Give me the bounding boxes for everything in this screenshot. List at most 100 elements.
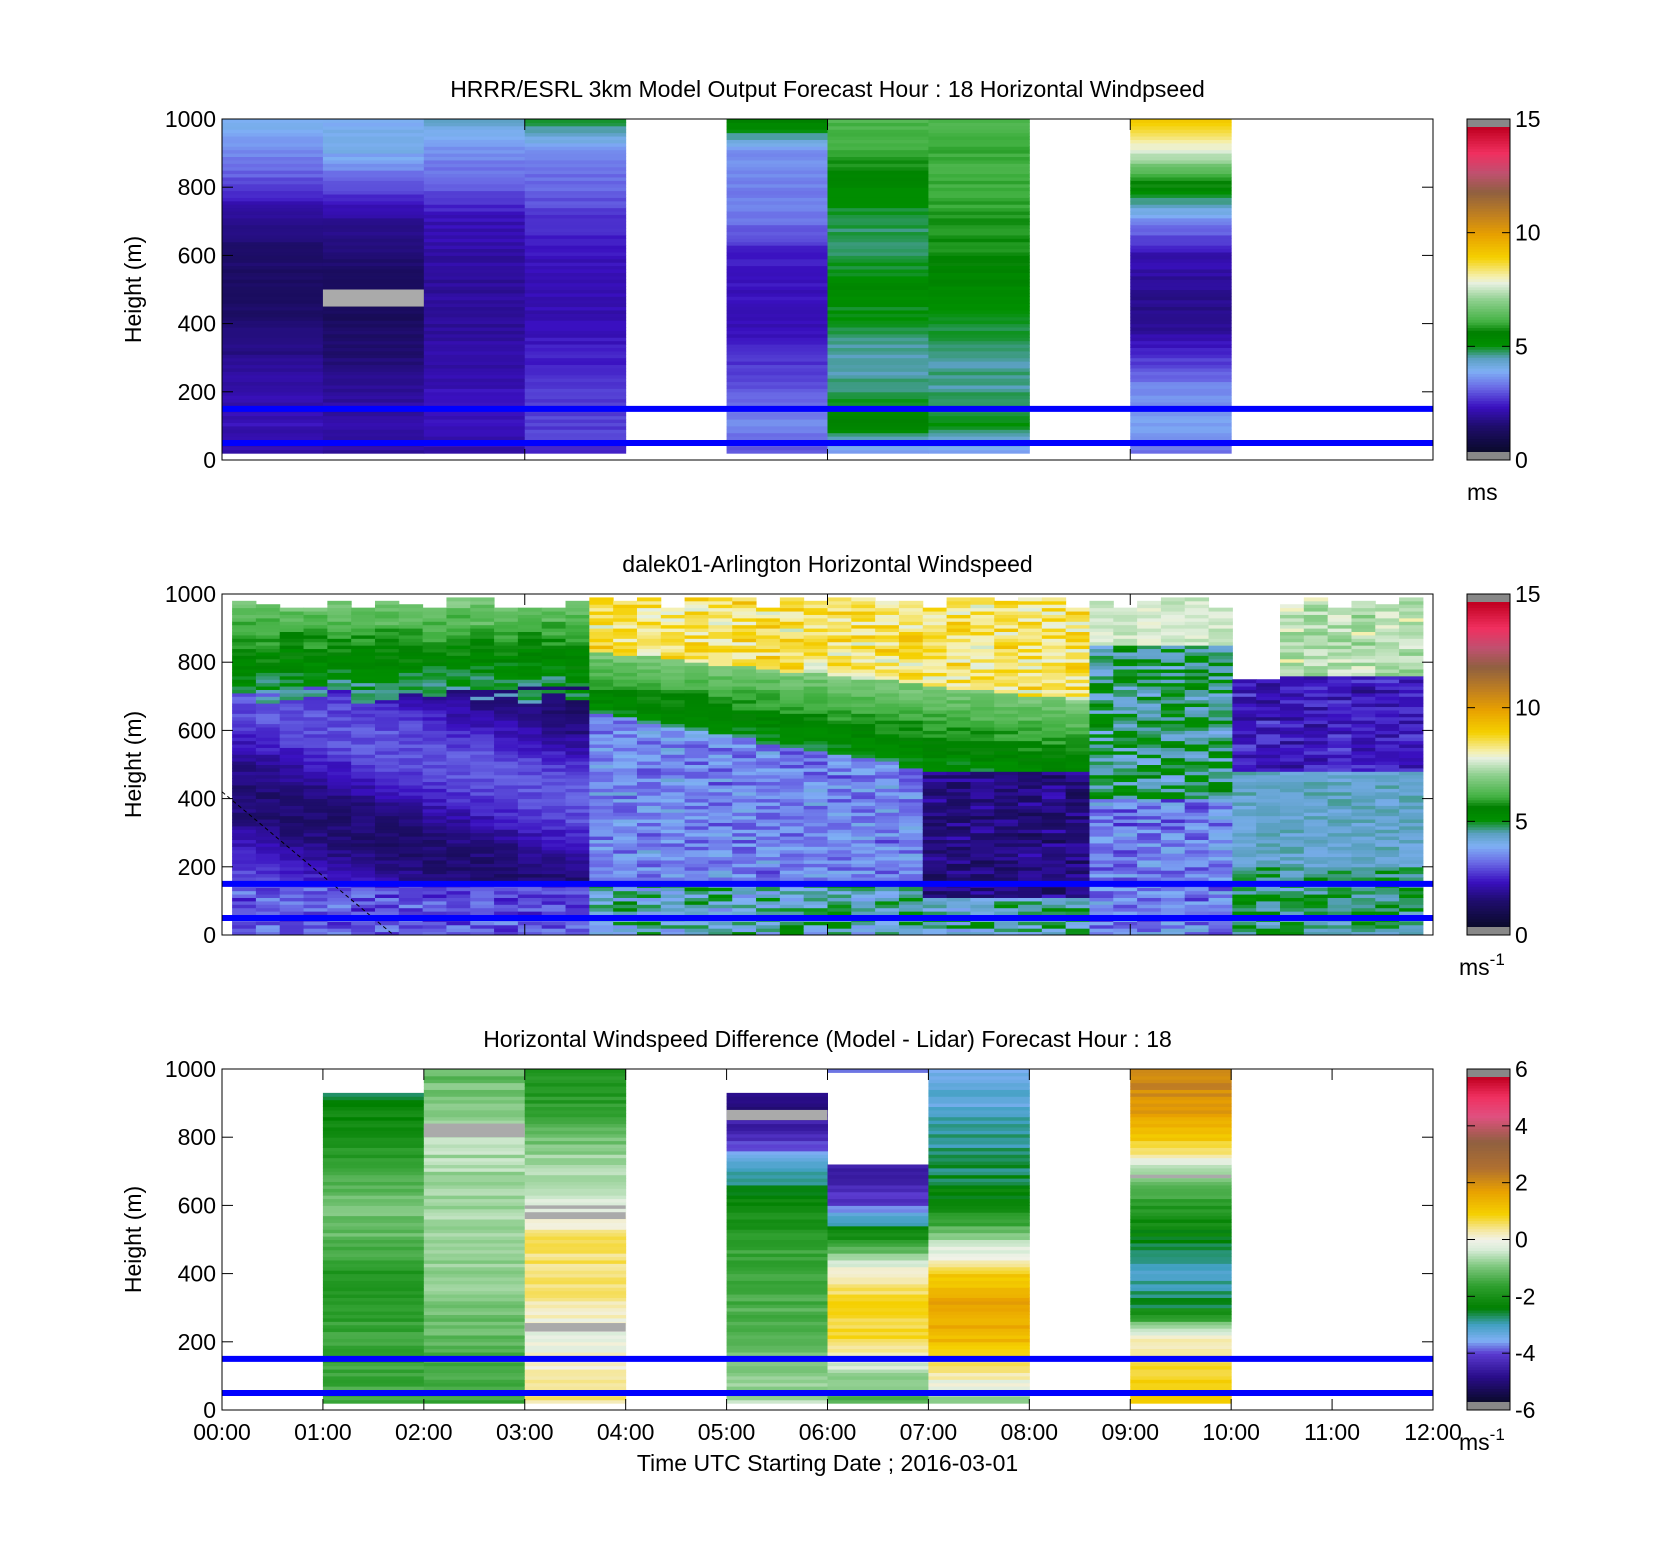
cell <box>994 740 1019 745</box>
cell <box>827 395 929 400</box>
cell <box>423 282 526 287</box>
cell <box>851 890 876 895</box>
cell <box>1137 631 1162 636</box>
cell <box>374 849 400 854</box>
cell <box>1018 802 1043 806</box>
colorbar-swatch <box>1467 424 1510 429</box>
cell <box>279 829 305 834</box>
cell <box>732 740 757 745</box>
colorbar-tick-label: 0 <box>1515 447 1528 473</box>
cell <box>1065 846 1090 851</box>
cell <box>541 795 567 800</box>
cell <box>1113 832 1138 837</box>
cell <box>660 849 686 854</box>
cell <box>322 197 425 202</box>
cell <box>255 692 281 697</box>
cell <box>541 784 567 789</box>
cell <box>374 900 400 905</box>
cell <box>1065 703 1090 708</box>
cell <box>684 836 709 841</box>
cell <box>922 805 948 810</box>
cell <box>398 805 424 810</box>
cell <box>565 771 590 776</box>
cell <box>422 651 447 656</box>
cell <box>827 354 929 359</box>
cell <box>827 361 929 366</box>
cell <box>1089 611 1114 615</box>
cell <box>322 183 425 188</box>
cell <box>494 651 519 656</box>
colorbar-swatch <box>1467 330 1510 334</box>
cell <box>1160 853 1186 858</box>
cell <box>970 798 995 803</box>
cell <box>779 675 805 680</box>
cell <box>279 859 305 864</box>
cell <box>875 747 900 752</box>
cell <box>779 771 805 776</box>
cell <box>222 350 324 355</box>
colorbar-swatch <box>1467 135 1510 139</box>
cell <box>422 662 447 667</box>
cell <box>994 771 1019 776</box>
cell <box>327 921 352 926</box>
cell <box>827 129 929 134</box>
cell <box>970 617 995 622</box>
colorbar-swatch <box>1467 338 1510 342</box>
cell <box>351 747 376 752</box>
cell <box>1041 621 1067 626</box>
cell <box>398 686 424 690</box>
cell <box>524 142 627 147</box>
colorbar-swatch <box>1467 143 1510 147</box>
cell <box>1113 679 1138 684</box>
cell <box>922 928 948 933</box>
cell <box>589 839 614 844</box>
cell <box>827 887 852 892</box>
cell <box>398 645 424 650</box>
cell <box>1113 686 1138 690</box>
cell <box>1130 238 1232 243</box>
cell <box>1065 709 1090 714</box>
cell <box>613 716 638 721</box>
cell <box>374 887 400 892</box>
cell <box>327 829 352 834</box>
cell <box>446 740 471 745</box>
cell <box>524 156 627 161</box>
cell <box>1065 856 1090 861</box>
cell <box>994 737 1019 742</box>
cell <box>1184 894 1210 898</box>
cell <box>732 723 757 728</box>
colorbar-swatch <box>1467 351 1510 356</box>
cell <box>756 887 781 892</box>
cell <box>1160 778 1186 783</box>
cell <box>994 689 1019 694</box>
cell <box>756 911 781 916</box>
cell <box>374 767 400 772</box>
cell <box>494 890 519 895</box>
cell <box>922 921 948 926</box>
cell <box>928 347 1030 352</box>
cell <box>279 747 305 752</box>
cell <box>589 829 614 834</box>
cell <box>398 611 424 615</box>
cell <box>1041 730 1067 735</box>
cell <box>684 624 709 629</box>
cell <box>255 757 281 762</box>
cell <box>470 641 495 646</box>
cell <box>803 730 828 735</box>
cell <box>1018 672 1043 677</box>
cell <box>565 726 590 731</box>
cell <box>541 757 567 762</box>
cell <box>446 761 471 765</box>
cell <box>898 621 924 626</box>
cell <box>779 849 805 854</box>
data-column-1 <box>322 119 425 454</box>
cell <box>279 924 305 929</box>
cell <box>1130 180 1232 185</box>
cell <box>1160 709 1186 714</box>
cell <box>1184 897 1210 902</box>
cell <box>732 877 757 881</box>
cell <box>351 716 376 721</box>
cell <box>1065 761 1090 765</box>
cell <box>423 333 526 338</box>
cell <box>398 877 424 881</box>
